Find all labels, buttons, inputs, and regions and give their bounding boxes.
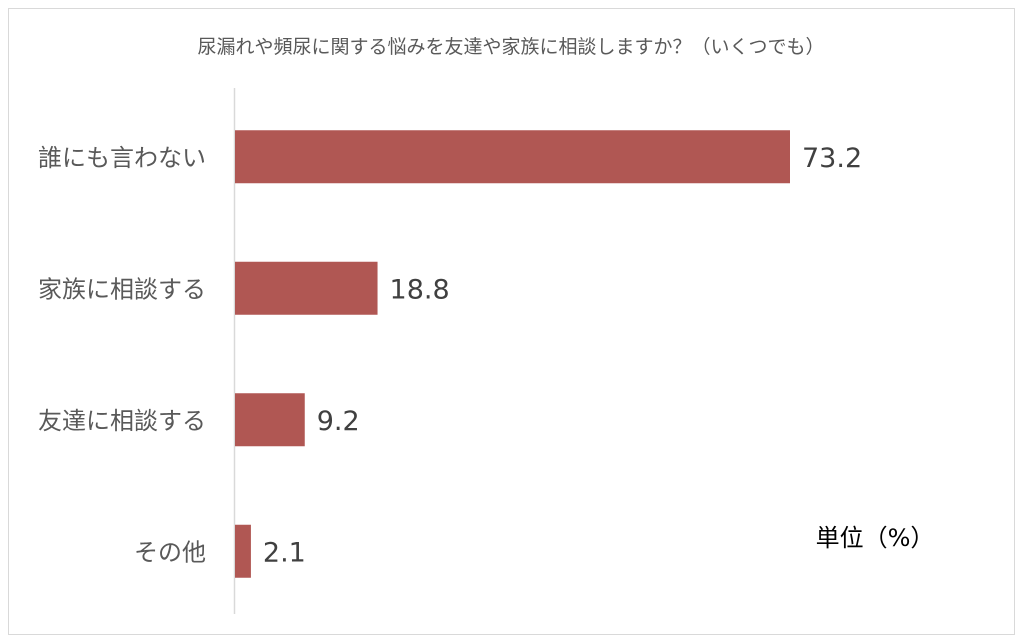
value-label-0: 73.2 bbox=[802, 143, 862, 174]
bar-1 bbox=[235, 261, 378, 315]
value-label-2: 9.2 bbox=[317, 406, 360, 437]
chart-title: 尿漏れや頻尿に関する悩みを友達や家族に相談しますか？（いくつでも） bbox=[197, 36, 824, 58]
chart-frame bbox=[8, 8, 1015, 635]
category-label-0: 誰にも言わない bbox=[38, 144, 206, 172]
category-label-1: 家族に相談する bbox=[38, 275, 206, 303]
value-label-3: 2.1 bbox=[263, 537, 306, 568]
bar-2 bbox=[235, 393, 305, 447]
value-labels: 73.2 18.8 9.2 2.1 bbox=[263, 143, 862, 569]
unit-label: 単位（%） bbox=[816, 524, 935, 552]
value-label-1: 18.8 bbox=[390, 274, 450, 305]
category-label-2: 友達に相談する bbox=[38, 407, 206, 435]
category-label-3: その他 bbox=[134, 538, 206, 566]
bars-group bbox=[235, 130, 790, 578]
bar-0 bbox=[235, 130, 790, 184]
bar-3 bbox=[235, 524, 251, 578]
